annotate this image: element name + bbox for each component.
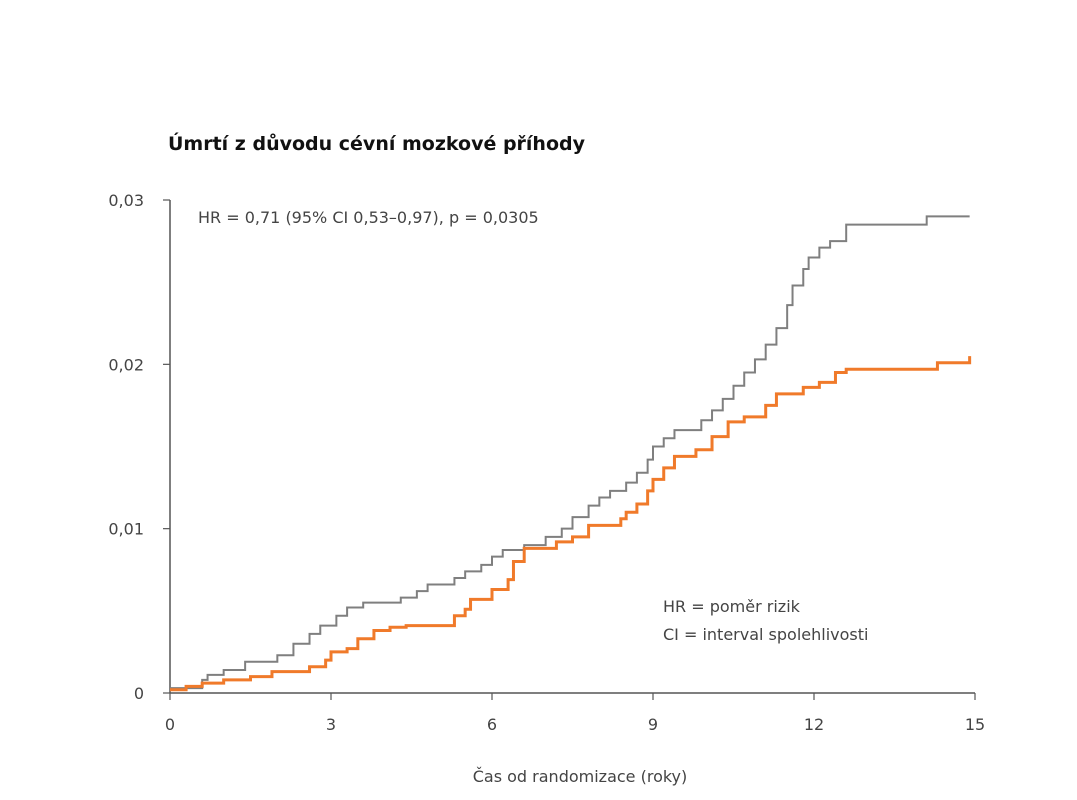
axes: 0 0,01 0,02 0,03 0 3 6 9 12 15 — [108, 191, 985, 734]
y-tick-label: 0 — [134, 684, 144, 703]
hr-annotation: HR = 0,71 (95% CI 0,53–0,97), p = 0,0305 — [198, 208, 539, 227]
chart-title: Úmrtí z důvodu cévní mozkové příhody — [168, 133, 585, 155]
abbrev-note-hr: HR = poměr rizik — [663, 597, 801, 616]
x-tick-label: 15 — [965, 715, 985, 734]
series-line-grey — [170, 215, 970, 690]
series-layer — [170, 215, 972, 692]
y-tick-label: 0,03 — [108, 191, 144, 210]
y-tick-label: 0,01 — [108, 520, 144, 539]
series-line-orange — [170, 356, 972, 692]
x-tick-label: 9 — [648, 715, 658, 734]
x-axis-label: Čas od randomizace (roky) — [473, 767, 688, 786]
x-tick-label: 3 — [326, 715, 336, 734]
y-tick-label: 0,02 — [108, 355, 144, 374]
x-tick-label: 12 — [804, 715, 824, 734]
x-tick-label: 0 — [165, 715, 175, 734]
abbrev-note-ci: CI = interval spolehlivosti — [663, 625, 868, 644]
x-tick-label: 6 — [487, 715, 497, 734]
